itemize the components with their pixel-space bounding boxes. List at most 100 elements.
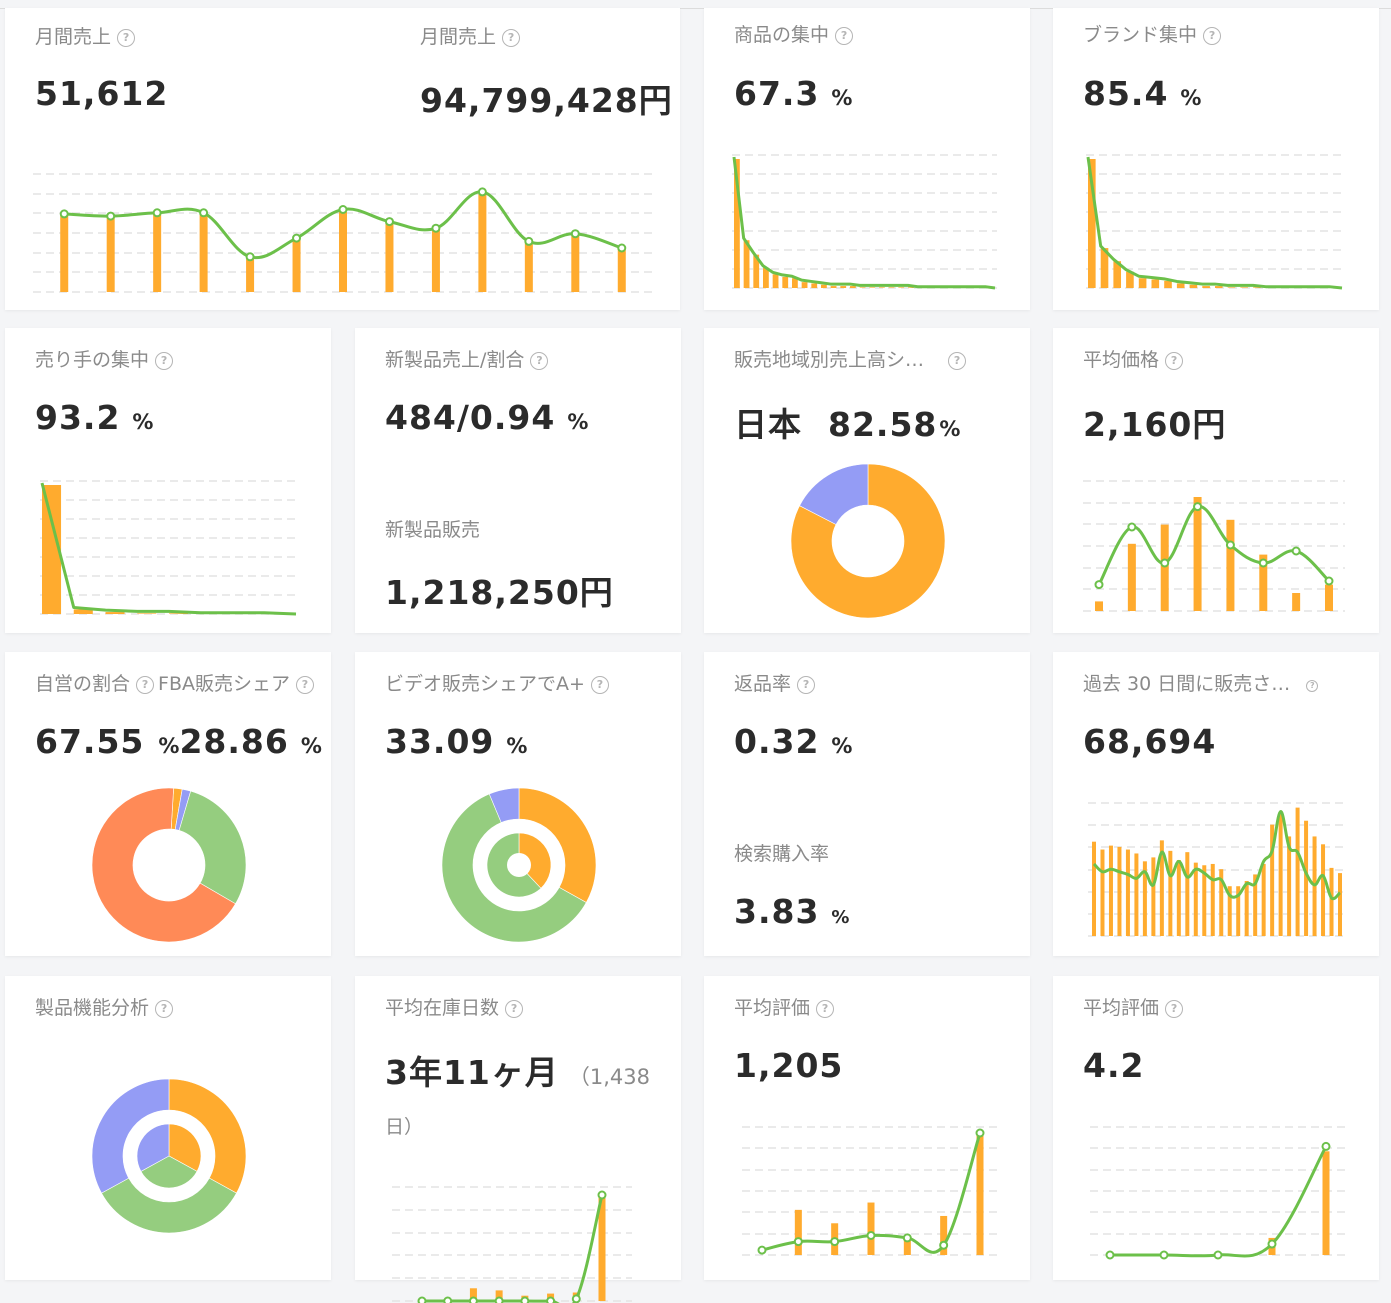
card-title: 平均評価? — [734, 993, 835, 1020]
card-return-rate: 返品率? 0.32% 検索購入率 3.83% — [704, 652, 1030, 956]
bar — [1244, 880, 1249, 936]
help-icon[interactable]: ? — [117, 29, 136, 47]
pie-slice — [799, 463, 869, 525]
bar — [1292, 593, 1301, 611]
line-point — [520, 1296, 530, 1303]
pie-slice — [91, 787, 236, 943]
bar — [1117, 846, 1122, 936]
line-point — [524, 236, 534, 246]
bar — [898, 287, 905, 288]
bar — [763, 267, 769, 288]
bar — [1287, 836, 1292, 936]
pie-slice — [441, 793, 587, 943]
line-point — [830, 1237, 840, 1247]
bar — [199, 213, 208, 292]
line-point — [866, 1230, 876, 1240]
card-new-product: 新製品売上/割合? 484/0.94% 新製品販売 1,218,250円 — [355, 328, 681, 633]
help-icon[interactable]: ? — [948, 352, 967, 370]
card-self-fba: 自営の割合? FBA販売シェア? 67.55 %28.86% — [5, 652, 331, 956]
line-point — [1193, 502, 1203, 512]
search-purchase-value: 3.83% — [734, 892, 850, 931]
bar — [1329, 867, 1334, 936]
help-icon[interactable]: ? — [530, 352, 549, 370]
line-point — [1094, 580, 1104, 590]
sold-30d-chart — [1088, 802, 1346, 937]
help-icon[interactable]: ? — [590, 676, 609, 694]
help-icon[interactable]: ? — [136, 676, 155, 694]
bar — [867, 1202, 875, 1255]
help-icon[interactable]: ? — [505, 1000, 524, 1018]
pie-slice — [136, 1123, 170, 1172]
return-rate-value: 0.32% — [734, 722, 853, 761]
help-icon[interactable]: ? — [1203, 27, 1222, 45]
help-icon[interactable]: ? — [835, 27, 854, 45]
line-point — [757, 1245, 767, 1255]
bar — [1176, 860, 1181, 936]
line-point — [570, 229, 580, 239]
series-line — [1086, 156, 1343, 290]
brand-concentration-value: 85.4% — [1083, 74, 1202, 113]
bar — [888, 287, 895, 288]
line-point — [1127, 522, 1137, 532]
bar — [976, 1133, 984, 1255]
bar — [1226, 519, 1235, 611]
bar — [772, 274, 779, 288]
monthly-units-value: 51,612 — [35, 74, 169, 113]
card-title: 新製品売上/割合? — [385, 345, 549, 372]
seller-concentration-value: 93.2% — [35, 398, 154, 437]
bar — [1193, 862, 1198, 936]
help-icon[interactable]: ? — [155, 1000, 174, 1018]
help-icon[interactable]: ? — [1165, 352, 1184, 370]
top-divider — [0, 8, 1391, 9]
bar — [1100, 849, 1105, 936]
line-point — [1258, 558, 1268, 568]
card-product-concentration: 商品の集中? 67.3% — [704, 8, 1030, 310]
help-icon[interactable]: ? — [797, 676, 816, 694]
help-icon[interactable]: ? — [1306, 680, 1319, 692]
bar — [1193, 497, 1202, 611]
bar — [792, 278, 798, 288]
bar — [1168, 850, 1173, 936]
bar — [571, 234, 580, 292]
card-title: 製品機能分析? — [35, 993, 174, 1020]
line-point — [106, 211, 116, 221]
line-point — [1291, 546, 1301, 556]
card-title: 平均評価? — [1083, 993, 1184, 1020]
bar — [1304, 820, 1309, 936]
bar — [169, 613, 189, 614]
bar — [1338, 873, 1342, 936]
card-title: 平均在庫日数? — [385, 993, 524, 1020]
bar — [879, 287, 885, 288]
help-icon[interactable]: ? — [816, 1000, 835, 1018]
bar — [1202, 286, 1210, 288]
help-icon[interactable]: ? — [295, 676, 314, 694]
bar — [840, 286, 847, 288]
bar — [1189, 284, 1198, 288]
line-point — [338, 205, 348, 214]
series-line — [732, 156, 996, 290]
bar — [794, 1209, 802, 1255]
card-title: 平均価格? — [1083, 345, 1184, 372]
new-product-sales-value: 1,218,250円 — [385, 573, 614, 612]
bar — [782, 276, 789, 288]
bar — [734, 159, 740, 288]
pie-slice — [518, 787, 597, 903]
monthly-revenue-value: 94,799,428円 — [420, 81, 673, 120]
avg-stock-days-unit: 日） — [385, 1116, 424, 1138]
sold-30d-value: 68,694 — [1083, 722, 1217, 761]
help-icon[interactable]: ? — [1165, 1000, 1184, 1018]
bar — [869, 287, 876, 288]
bar — [431, 229, 440, 292]
help-icon[interactable]: ? — [502, 29, 521, 47]
help-icon[interactable]: ? — [155, 352, 174, 370]
line-point — [546, 1296, 556, 1303]
bar — [1176, 283, 1185, 288]
line-point — [902, 1233, 912, 1243]
pie-slice — [518, 832, 552, 889]
pie-slice — [168, 1123, 202, 1172]
bar — [73, 609, 93, 614]
feature-analysis-donut — [91, 1078, 247, 1234]
card-title: 商品の集中? — [734, 20, 854, 47]
bar — [1321, 844, 1326, 936]
line-point — [1105, 1250, 1115, 1260]
